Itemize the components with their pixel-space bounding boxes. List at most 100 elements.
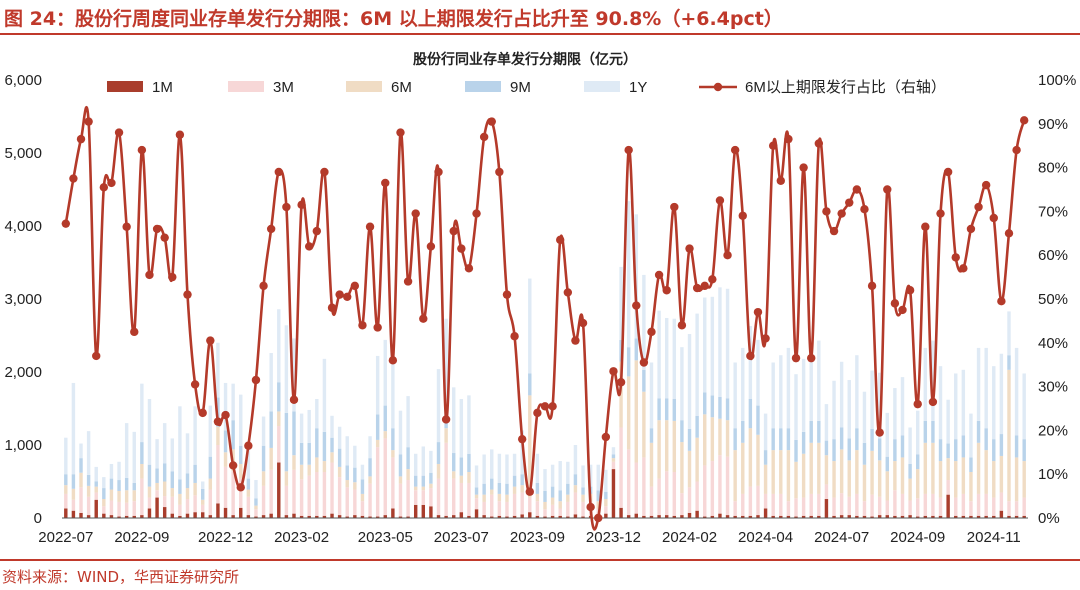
- bar-1y: [505, 454, 509, 484]
- bar-6m: [292, 455, 296, 470]
- ratio-point: [441, 415, 451, 424]
- x-tick-label: 2024-02: [662, 529, 717, 546]
- bar-9m: [94, 481, 98, 487]
- bar-6m: [79, 472, 83, 488]
- bar-3m: [870, 494, 874, 517]
- bar-6m: [459, 475, 464, 483]
- ratio-point: [639, 358, 649, 367]
- bar-1m: [703, 516, 707, 518]
- bar-6m: [162, 481, 167, 497]
- bar-1y: [231, 383, 235, 421]
- ratio-point: [312, 226, 322, 236]
- bar-6m: [71, 488, 76, 500]
- bar-3m: [86, 496, 91, 516]
- ratio-point: [305, 242, 314, 251]
- bar-1m: [946, 494, 950, 518]
- left-tick-label: 5,000: [4, 145, 42, 162]
- bar-3m: [581, 501, 585, 517]
- bar-3m: [763, 493, 768, 509]
- bar-1y: [779, 355, 783, 429]
- bar-6m: [490, 489, 494, 495]
- ratio-point: [365, 222, 375, 231]
- bar-9m: [847, 438, 851, 461]
- ratio-point: [753, 307, 763, 317]
- bar-1m: [147, 508, 152, 518]
- bar-9m: [1022, 439, 1026, 462]
- ratio-point: [981, 180, 991, 190]
- ratio-line-layer: [61, 106, 1029, 531]
- bar-9m: [124, 477, 129, 491]
- bar-1m: [992, 515, 996, 518]
- bar-1m: [467, 515, 471, 518]
- ratio-point: [190, 380, 200, 389]
- bar-1m: [1014, 515, 1019, 518]
- bar-3m: [893, 490, 897, 516]
- bar-1y: [824, 404, 829, 441]
- ratio-point: [685, 244, 694, 253]
- right-tick-label: 60%: [1038, 247, 1068, 264]
- ratio-point: [715, 196, 725, 205]
- bar-9m: [132, 482, 136, 491]
- bar-1y: [269, 353, 273, 412]
- x-tick-label: 2024-07: [814, 529, 869, 546]
- bar-1m: [771, 515, 775, 518]
- bar-6m: [178, 493, 182, 505]
- bar-9m: [786, 428, 791, 451]
- bar-1m: [535, 515, 540, 518]
- bar-1y: [528, 278, 532, 374]
- legend-label-9m: 9M: [510, 79, 531, 96]
- ratio-point: [274, 167, 283, 177]
- bar-1m: [292, 513, 296, 518]
- bar-9m: [976, 420, 981, 443]
- right-tick-label: 90%: [1038, 116, 1068, 133]
- bar-3m: [566, 501, 570, 517]
- bar-6m: [999, 455, 1004, 493]
- bar-9m: [155, 468, 159, 483]
- bar-1y: [870, 370, 874, 429]
- bar-9m: [908, 463, 912, 479]
- ratio-point: [236, 483, 245, 492]
- bar-3m: [908, 500, 912, 516]
- bar-1y: [573, 445, 578, 475]
- bar-1m: [124, 515, 129, 518]
- bar-1m: [961, 515, 966, 518]
- bar-1y: [672, 318, 677, 400]
- bar-1y: [915, 410, 920, 455]
- bar-9m: [893, 439, 897, 462]
- bar-1y: [657, 310, 661, 399]
- bar-9m: [520, 474, 524, 486]
- ratio-point: [730, 145, 740, 155]
- bar-3m: [855, 493, 859, 516]
- ratio-point: [221, 410, 230, 420]
- bar-1y: [497, 453, 502, 483]
- bar-9m: [185, 473, 190, 489]
- bar-9m: [642, 369, 646, 392]
- ratio-point: [434, 167, 443, 177]
- bar-3m: [398, 483, 403, 517]
- bar-1m: [642, 515, 646, 518]
- bar-3m: [619, 427, 623, 508]
- bar-9m: [337, 448, 342, 467]
- bar-1m: [497, 515, 502, 518]
- ratio-point: [472, 209, 481, 218]
- bar-1m: [170, 513, 175, 518]
- right-tick-label: 20%: [1038, 422, 1068, 439]
- bar-1m: [391, 508, 395, 518]
- bar-1m: [261, 515, 266, 518]
- bar-6m: [619, 361, 623, 428]
- right-tick-label: 0%: [1038, 510, 1060, 527]
- bar-1m: [832, 515, 836, 518]
- ratio-point: [228, 461, 238, 470]
- bar-3m: [923, 493, 928, 516]
- bar-area: [64, 201, 1026, 518]
- bar-9m: [223, 430, 228, 453]
- bar-1m: [710, 515, 715, 518]
- legend-label-1y: 1Y: [629, 79, 647, 96]
- bar-6m: [741, 442, 745, 494]
- ratio-point: [403, 277, 413, 286]
- bar-6m: [581, 494, 585, 502]
- bar-1y: [307, 409, 311, 443]
- bar-3m: [900, 493, 905, 516]
- bar-3m: [307, 475, 311, 516]
- bar-1m: [809, 515, 813, 518]
